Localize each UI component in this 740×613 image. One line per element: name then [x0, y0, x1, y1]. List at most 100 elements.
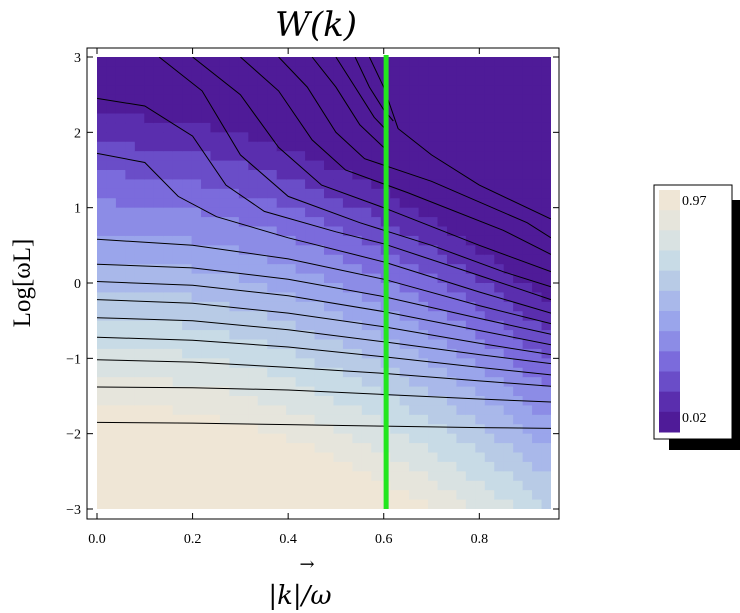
field-cell: [513, 499, 524, 509]
field-cell: [134, 433, 145, 444]
field-cell: [522, 330, 533, 341]
field-cell: [428, 104, 439, 115]
field-cell: [399, 85, 410, 96]
field-cell: [286, 499, 297, 509]
field-cell: [276, 424, 287, 435]
field-cell: [494, 499, 505, 509]
field-cell: [201, 311, 212, 322]
field-cell: [390, 264, 401, 275]
field-cell: [182, 85, 193, 96]
contour-line: [97, 317, 551, 365]
field-cell: [418, 226, 429, 237]
field-cell: [361, 104, 372, 115]
field-cell: [456, 217, 467, 228]
field-cell: [248, 85, 259, 96]
field-cell: [267, 113, 278, 124]
field-cell: [125, 273, 136, 284]
x-tick-label: 0.4: [279, 532, 297, 547]
field-cell: [295, 320, 306, 331]
field-cell: [503, 443, 514, 454]
field-cell: [238, 405, 249, 416]
field-cell: [106, 330, 117, 341]
field-cell: [286, 414, 297, 425]
field-cell: [144, 405, 155, 416]
field-cell: [352, 179, 363, 190]
field-cell: [305, 320, 316, 331]
field-cell: [418, 292, 429, 303]
field-cell: [219, 132, 231, 143]
field-cell: [465, 386, 476, 397]
field-cell: [371, 160, 382, 171]
field-cell: [134, 273, 145, 284]
field-cell: [248, 264, 259, 275]
field-cell: [219, 490, 231, 501]
field-cell: [342, 461, 353, 472]
field-cell: [437, 480, 448, 491]
field-cell: [399, 132, 410, 143]
field-cell: [390, 179, 401, 190]
field-cell: [541, 301, 551, 312]
field-cell: [484, 132, 495, 143]
field-cell: [163, 471, 174, 482]
field-cell: [390, 424, 401, 435]
field-cell: [361, 198, 372, 209]
field-cell: [201, 367, 212, 378]
field-cell: [513, 104, 524, 115]
field-cell: [125, 377, 136, 388]
field-cell: [324, 151, 335, 162]
field-cell: [238, 292, 249, 303]
field-cell: [210, 94, 221, 105]
field-cell: [475, 433, 486, 444]
field-cell: [267, 198, 278, 209]
field-cell: [305, 367, 316, 378]
field-cell: [191, 311, 202, 322]
field-cell: [541, 132, 551, 143]
field-cell: [361, 254, 372, 265]
field-cell: [475, 85, 486, 96]
field-cell: [229, 311, 240, 322]
field-cell: [437, 264, 448, 275]
field-cell: [390, 66, 401, 77]
field-cell: [503, 235, 514, 246]
field-cell: [125, 207, 136, 218]
field-cell: [513, 264, 524, 275]
field-cell: [191, 273, 202, 284]
field-cell: [153, 217, 164, 228]
field-cell: [390, 471, 401, 482]
field-cell: [446, 207, 458, 218]
field-cell: [219, 151, 231, 162]
field-cell: [286, 122, 297, 133]
field-cell: [513, 358, 524, 369]
field-cell: [371, 480, 382, 491]
field-cell: [257, 396, 268, 407]
field-cell: [314, 499, 325, 509]
field-cell: [390, 160, 401, 171]
field-cell: [503, 188, 514, 199]
field-cell: [295, 132, 306, 143]
field-cell: [352, 414, 363, 425]
field-cell: [342, 386, 353, 397]
field-cell: [503, 122, 514, 133]
field-cell: [456, 414, 467, 425]
field-cell: [201, 490, 212, 501]
field-cell: [437, 94, 448, 105]
field-cell: [153, 160, 164, 171]
field-cell: [295, 461, 306, 472]
field-cell: [219, 66, 231, 77]
field-cell: [314, 207, 325, 218]
field-cell: [97, 301, 108, 312]
field-cell: [503, 151, 514, 162]
field-cell: [248, 66, 259, 77]
field-cell: [418, 122, 429, 133]
field-cell: [484, 75, 495, 86]
field-cell: [182, 348, 193, 359]
field-cell: [409, 443, 420, 454]
field-cell: [352, 330, 363, 341]
field-cell: [494, 160, 505, 171]
field-cell: [532, 367, 543, 378]
field-cell: [229, 424, 240, 435]
field-cell: [324, 160, 335, 171]
field-cell: [134, 443, 145, 454]
field-cell: [257, 292, 268, 303]
field-cell: [238, 348, 249, 359]
